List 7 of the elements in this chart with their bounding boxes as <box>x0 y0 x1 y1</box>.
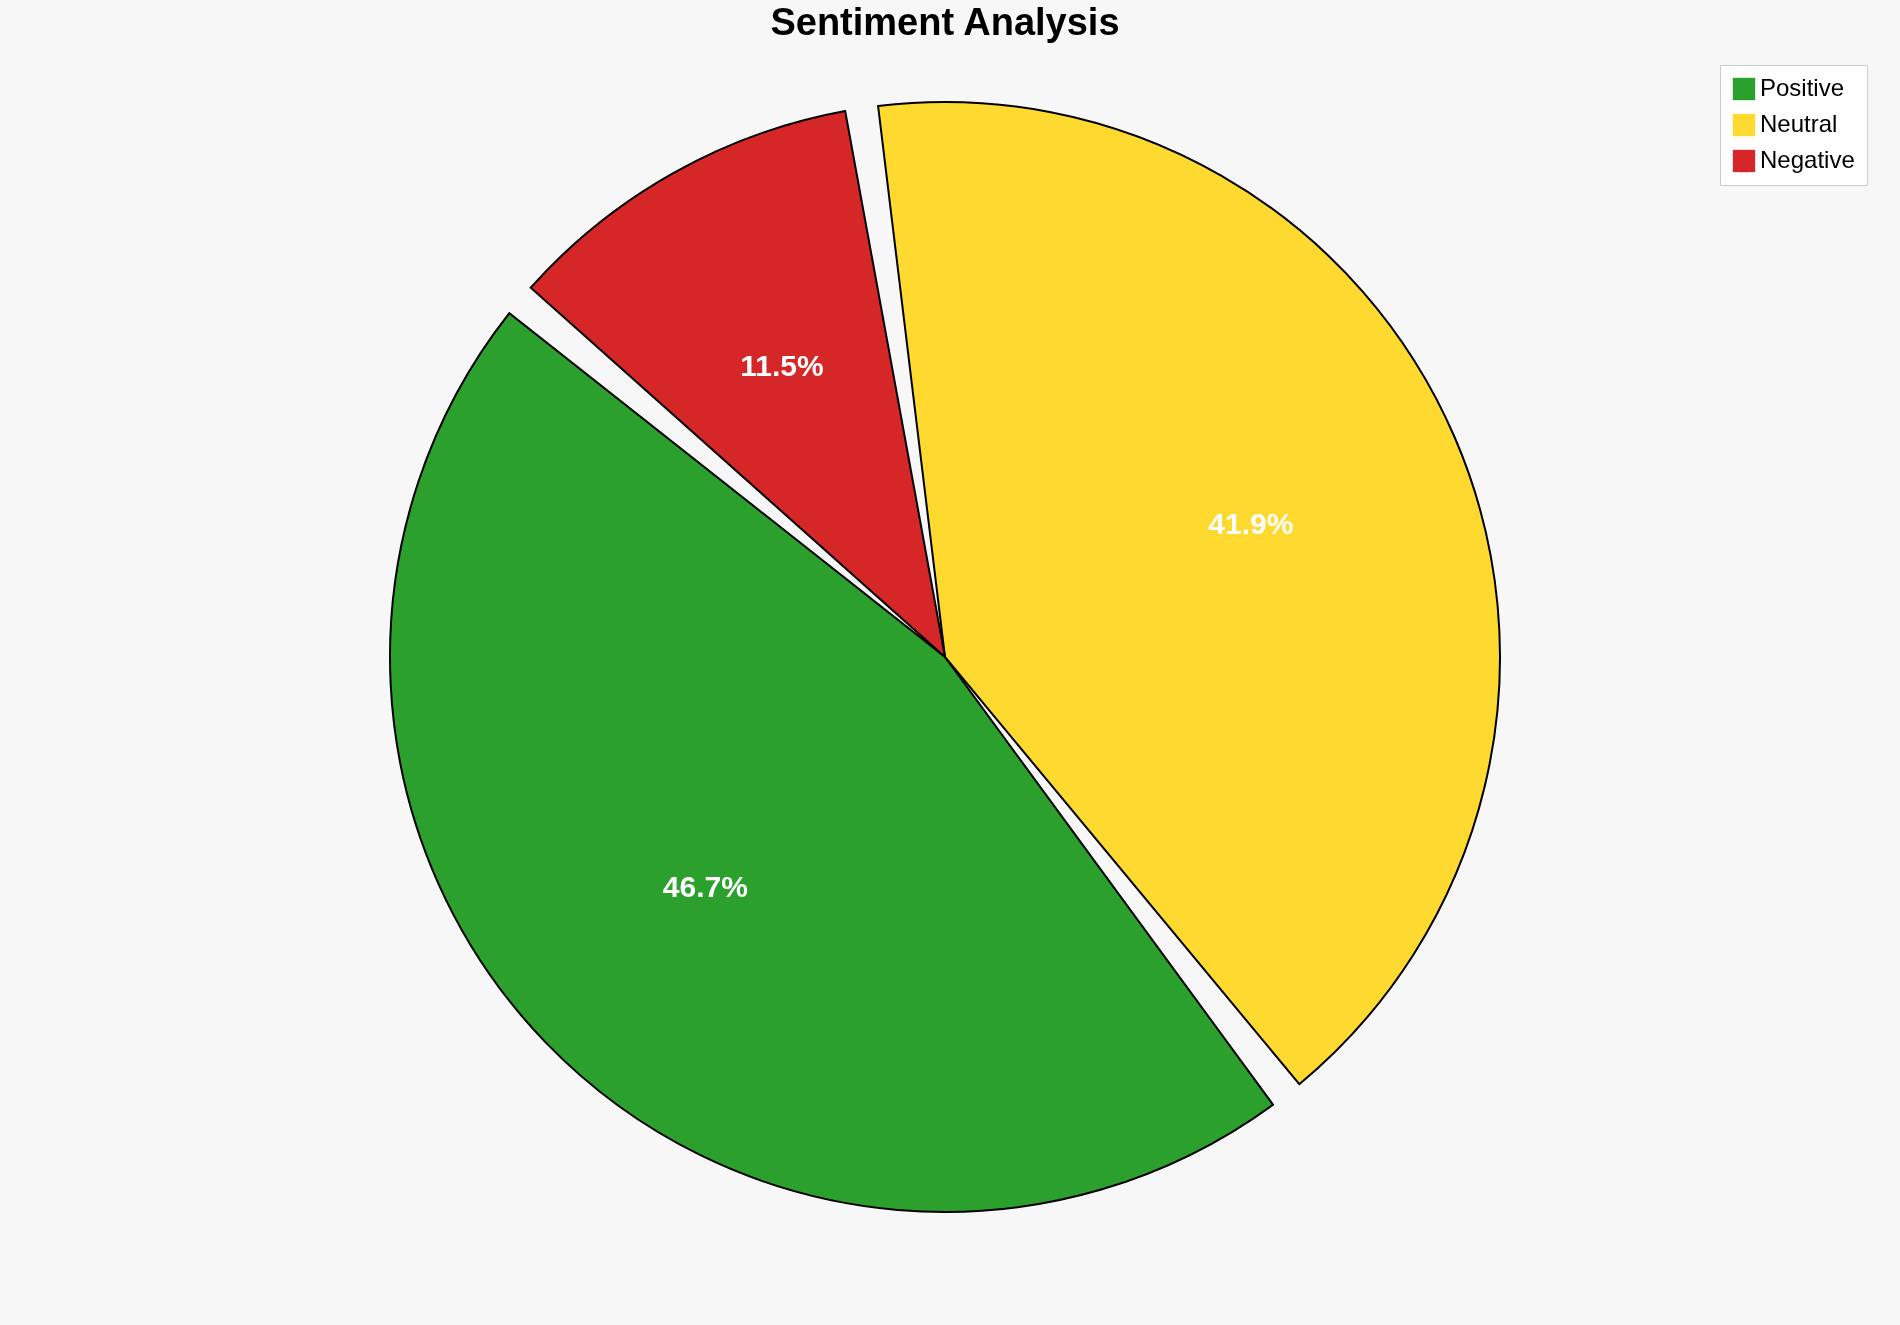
data-label: 41.9% <box>1208 507 1294 541</box>
chart-title: Sentiment Analysis <box>770 1 1120 43</box>
legend-label: Negative <box>1760 146 1855 173</box>
data-label: 11.5% <box>740 348 824 382</box>
data-label: 46.7% <box>662 870 748 904</box>
legend-label: Neutral <box>1760 110 1838 137</box>
legend-label: Positive <box>1760 74 1845 101</box>
